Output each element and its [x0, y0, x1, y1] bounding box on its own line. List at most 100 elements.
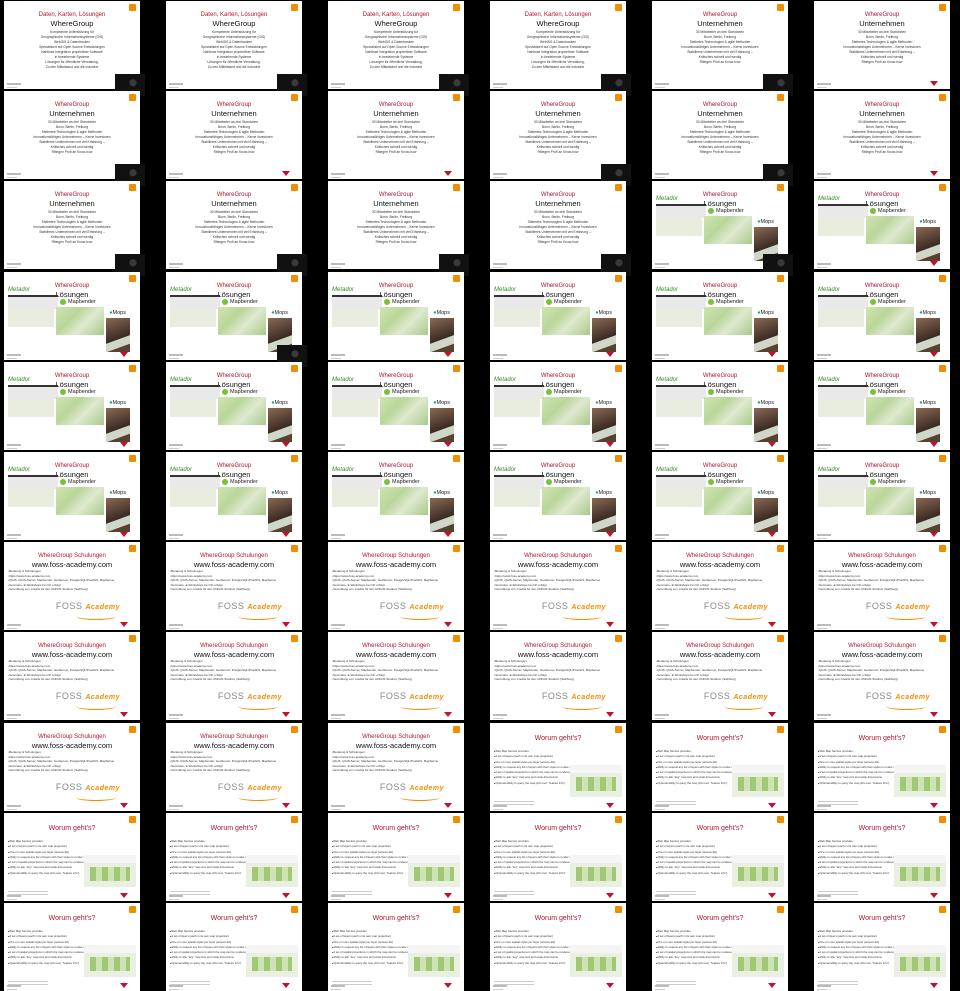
wheregroup-logo-icon [777, 4, 784, 11]
slide-title-red: Worum geht's? [48, 915, 96, 922]
slide-thumbnail[interactable]: Worum geht's?Web Map Service provides:A … [814, 723, 950, 811]
slide-title-red: Worum geht's? [696, 825, 744, 832]
slide-thumbnail[interactable]: WhereGroup Schulungen www.foss-academy.co… [166, 542, 302, 630]
slide-thumbnail[interactable]: WhereGroup Unternehmen 30 Mitarbeiter an d… [490, 91, 631, 186]
slide-thumbnail[interactable]: WhereGroup Schulungen www.foss-academy.co… [652, 632, 788, 720]
wheregroup-logo-icon [777, 455, 784, 462]
slide-thumbnail[interactable]: Worum geht's?Web Map Service provides:A … [814, 903, 950, 991]
slide-bullet: A set of spatial projections in which th… [656, 860, 738, 865]
slide-thumbnail[interactable]: Worum geht's?Web Map Service provides:A … [490, 813, 626, 901]
foss-text: FOSS [217, 782, 245, 792]
red-brand-icon [930, 171, 938, 176]
foss-academy-logo: FOSS Academy [542, 601, 606, 611]
slide-bullet: QGIS, QGIS-Server, Mapbender, GeoServer,… [170, 578, 276, 583]
metador-logo: Metador [8, 287, 31, 293]
slide-thumbnail[interactable]: Daten, Karten, Lösungen WhereGroup Kompete… [490, 1, 631, 96]
slide-thumbnail[interactable]: Worum geht's?Web Map Service provides:A … [652, 903, 788, 991]
slide-body-line: 30 Mitarbeiter an drei Standorten [857, 120, 907, 124]
slide-thumbnail[interactable]: WhereGroup Unternehmen 30 Mitarbeiter an d… [166, 181, 307, 276]
slide-thumbnail[interactable]: Worum geht's?Web Map Service provides:A … [490, 723, 626, 811]
slide-thumbnail[interactable]: WhereGroup Schulungen www.foss-academy.co… [166, 632, 302, 720]
slide-thumbnail[interactable]: WhereGroup Schulungen www.foss-academy.co… [328, 632, 464, 720]
slide-bullet: Web Map Service provides: [494, 839, 576, 844]
slide-thumbnail[interactable]: WhereGroup Unternehmen 30 Mitarbeiter an d… [4, 91, 145, 186]
slide-thumbnail[interactable]: Worum geht's?Web Map Service provides:A … [652, 723, 788, 811]
slide-thumbnail[interactable]: WhereGroup Schulungen www.foss-academy.co… [4, 723, 140, 811]
slide-thumbnail[interactable]: WhereGroup Unternehmen 30 Mitarbeiter an d… [814, 1, 950, 89]
slide-thumbnail[interactable]: WhereGroup Schulungen www.foss-academy.co… [166, 723, 302, 811]
red-brand-icon [930, 622, 938, 627]
slide-thumbnail[interactable]: WhereGroup Schulungen www.foss-academy.co… [4, 632, 140, 720]
slide-thumbnail[interactable]: WhereGroup Schulungen www.foss-academy.co… [4, 542, 140, 630]
slide-thumbnail[interactable]: Worum geht's?Web Map Service provides:A … [814, 813, 950, 901]
slide-thumbnail[interactable]: WhereGroup Unternehmen 30 Mitarbeiter an d… [328, 181, 469, 276]
slide-thumbnail[interactable]: Daten, Karten, Lösungen WhereGroup Kompete… [328, 1, 469, 96]
slide-thumbnail[interactable]: WhereGroup Unternehmen 30 Mitarbeiter an d… [4, 181, 145, 276]
slide-thumbnail[interactable]: Worum geht's?Web Map Service provides:A … [328, 813, 464, 901]
slide-thumbnail[interactable]: WhereGroup Schulungen www.foss-academy.co… [814, 542, 950, 630]
slide-thumbnail[interactable]: Worum geht's?Web Map Service provides:A … [166, 813, 302, 901]
slide-thumbnail[interactable]: Daten, Karten, Lösungen WhereGroup Kompete… [4, 1, 145, 96]
slide-thumbnail[interactable]: WhereGroup Schulungen www.foss-academy.co… [328, 723, 464, 811]
slide-thumbnail[interactable]: Worum geht's?Web Map Service provides:A … [490, 903, 626, 991]
foss-academy-logo: FOSS Academy [704, 691, 768, 701]
slide-thumbnail[interactable]: WhereGroup Unternehmen 30 Mitarbeiter an d… [490, 181, 631, 276]
slide-title-red: WhereGroup [864, 192, 900, 198]
foss-academy-logo: FOSS Academy [542, 691, 606, 701]
slide-thumbnail[interactable]: WhereGroup Unternehmen 30 Mitarbeiter an d… [652, 1, 793, 96]
footer-mark [817, 83, 831, 85]
mops-label: Mops [757, 490, 774, 496]
tablet-photo [106, 318, 130, 352]
slide-thumbnail[interactable]: WhereGroup Unternehmen 30 Mitarbeiter an d… [814, 91, 950, 179]
slide-thumbnail[interactable]: WhereGroup Unternehmen 30 Mitarbeiter an d… [328, 91, 464, 179]
slide-thumbnail[interactable]: Daten, Karten, Lösungen WhereGroup Kompete… [166, 1, 307, 96]
red-brand-icon [930, 352, 938, 357]
slide-thumbnail[interactable]: Worum geht's?Web Map Service provides:A … [652, 813, 788, 901]
footer-mark [331, 534, 345, 536]
slide-thumbnail[interactable]: WhereGroup Schulungen www.foss-academy.co… [490, 542, 626, 630]
slide-body: Kompetente Unterstützung für Geographisch… [338, 30, 454, 70]
slide-bullet: Beratung & Schulungen [656, 659, 762, 664]
metador-screenshot [656, 295, 706, 309]
footer-mark [817, 624, 831, 626]
metador-logo: Metador [8, 377, 31, 383]
mops-label: Mops [271, 310, 288, 316]
slide-thumbnail[interactable]: WhereGroup Schulungen www.foss-academy.co… [652, 542, 788, 630]
slide-thumbnail[interactable]: WhereGroup Unternehmen 30 Mitarbeiter an d… [166, 91, 302, 179]
slide-thumbnail[interactable]: WhereGroup Schulungen www.foss-academy.co… [328, 542, 464, 630]
slide-body-line: 30 Mitarbeiter an drei Standorten [47, 120, 97, 124]
map-screenshot [218, 397, 266, 425]
academy-text: Academy [409, 604, 444, 611]
foss-academy-logo: FOSS Academy [218, 601, 282, 611]
slide-thumbnail[interactable]: Worum geht's?Web Map Service provides:A … [4, 813, 140, 901]
slide-thumbnail[interactable]: Worum geht's?Web Map Service provides:A … [4, 903, 140, 991]
slide-thumbnail[interactable]: Worum geht's?Web Map Service provides:A … [166, 903, 302, 991]
slide-thumbnail[interactable]: Worum geht's?Web Map Service provides:A … [328, 903, 464, 991]
slide-title: Lösungen [865, 380, 899, 389]
slide-thumbnail[interactable]: WhereGroup Schulungen www.foss-academy.co… [490, 632, 626, 720]
slide-thumbnail[interactable]: WhereGroup Unternehmen 30 Mitarbeiter an d… [652, 91, 793, 186]
slide-bullet: Beratung & Schulungen [8, 659, 114, 664]
slide-bullet: https://www.foss-academy.com [494, 664, 600, 669]
slide-thumbnail[interactable]: WhereGroup Schulungen www.foss-academy.co… [814, 632, 950, 720]
